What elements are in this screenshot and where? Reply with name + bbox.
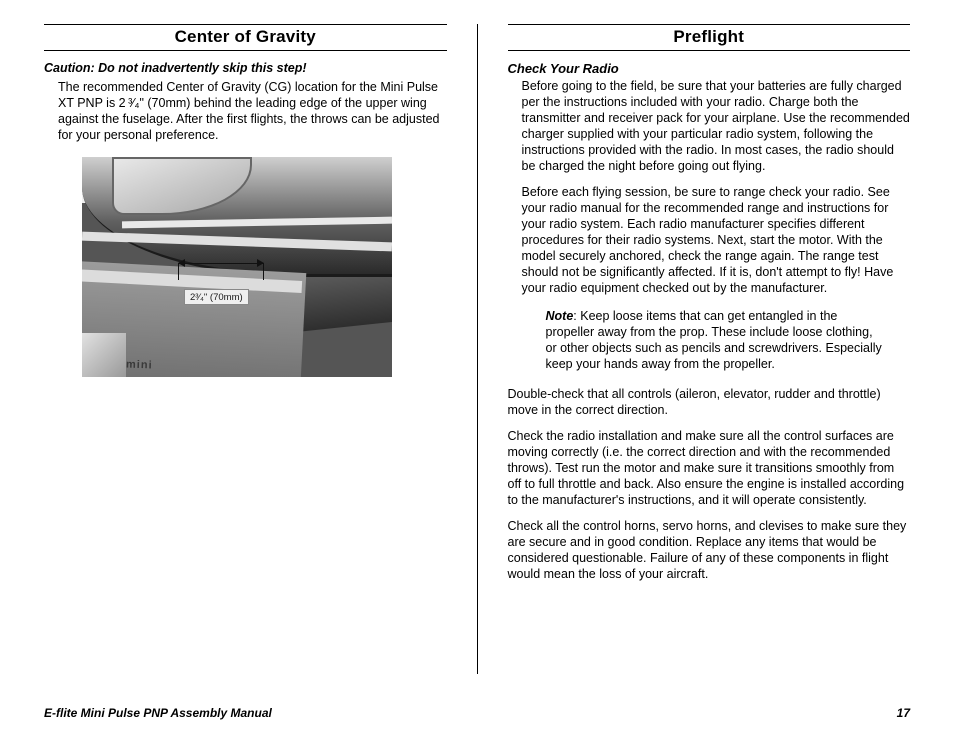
- page-footer: E-flite Mini Pulse PNP Assembly Manual 1…: [44, 706, 910, 720]
- note-text: : Keep loose items that can get entangle…: [546, 309, 882, 371]
- fig-decal-text: mini: [126, 359, 153, 372]
- cg-paragraph: The recommended Center of Gravity (CG) l…: [44, 79, 447, 143]
- left-column: Center of Gravity Caution: Do not inadve…: [44, 24, 478, 674]
- footer-manual-title: E-flite Mini Pulse PNP Assembly Manual: [44, 706, 272, 720]
- preflight-p4: Check the radio installation and make su…: [508, 428, 911, 508]
- section-title-preflight: Preflight: [508, 24, 911, 51]
- subhead-check-radio: Check Your Radio: [508, 61, 911, 76]
- footer-page-number: 17: [897, 706, 910, 720]
- right-column: Preflight Check Your Radio Before going …: [478, 24, 911, 674]
- preflight-p3: Double-check that all controls (aileron,…: [508, 386, 911, 418]
- cg-dimension-label: 2³⁄₄" (70mm): [184, 289, 249, 305]
- section-title-cg: Center of Gravity: [44, 24, 447, 51]
- preflight-p5: Check all the control horns, servo horns…: [508, 518, 911, 582]
- cg-figure: 2³⁄₄" (70mm) mini: [82, 157, 392, 377]
- fig-table-edge: [82, 333, 126, 377]
- page-columns: Center of Gravity Caution: Do not inadve…: [44, 24, 910, 674]
- note-label: Note: [546, 309, 574, 323]
- preflight-p1: Before going to the field, be sure that …: [508, 78, 911, 174]
- note-block: Note: Keep loose items that can get enta…: [508, 306, 911, 374]
- preflight-p2: Before each flying session, be sure to r…: [508, 184, 911, 296]
- caution-text: Caution: Do not inadvertently skip this …: [44, 61, 447, 75]
